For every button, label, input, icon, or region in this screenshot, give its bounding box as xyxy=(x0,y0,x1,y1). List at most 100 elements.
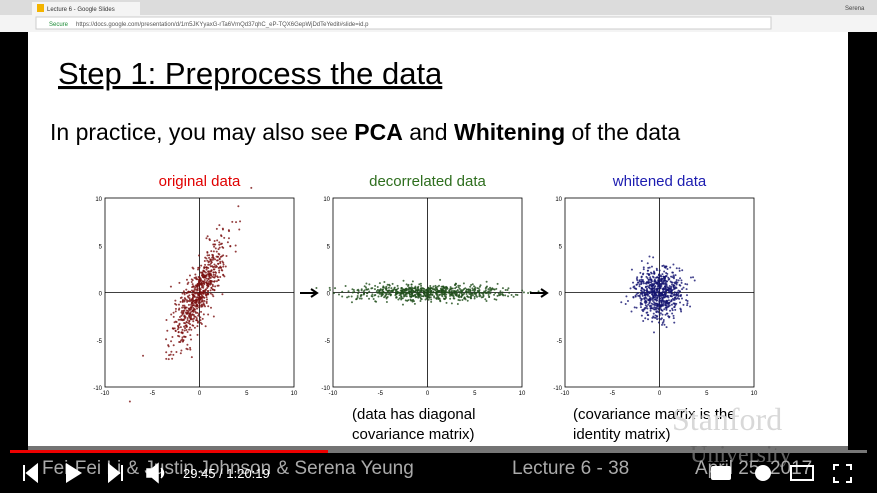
scatter-dot xyxy=(418,294,421,297)
scatter-dot xyxy=(211,265,214,268)
scatter-dot xyxy=(653,303,656,306)
scatter-dot xyxy=(655,269,658,272)
scatter-dot xyxy=(371,287,374,290)
url[interactable]: https://docs.google.com/presentation/d/1… xyxy=(76,22,369,28)
scatter-dot xyxy=(467,290,470,293)
scatter-dot xyxy=(371,293,374,296)
scatter-dot xyxy=(427,289,430,292)
scatter-dot xyxy=(443,298,446,301)
scatter-dot xyxy=(210,269,213,272)
scatter-dot xyxy=(479,284,482,287)
scatter-dot xyxy=(646,281,649,284)
scatter-dot xyxy=(663,276,666,279)
scatter-dot xyxy=(210,286,213,289)
scatter-dot xyxy=(649,271,652,274)
scatter-dot xyxy=(651,287,654,290)
scatter-dot xyxy=(651,299,654,302)
scatter-dot xyxy=(665,300,668,303)
scatter-dot xyxy=(181,292,184,295)
scatter-dot xyxy=(658,273,661,276)
fullscreen-button[interactable] xyxy=(833,464,852,483)
scatter-dot xyxy=(363,289,366,292)
scatter-dot xyxy=(213,280,216,283)
scatter-dot xyxy=(651,320,654,323)
scatter-dot xyxy=(401,297,404,300)
scatter-dot xyxy=(647,273,650,276)
scatter-dot xyxy=(428,296,431,299)
scatter-dot xyxy=(214,273,217,276)
scatter-dot xyxy=(450,302,453,305)
scatter-dot xyxy=(218,241,221,244)
tab[interactable] xyxy=(32,2,140,15)
arrow xyxy=(300,288,319,298)
scatter-dot xyxy=(181,312,184,315)
scatter-dot xyxy=(173,327,176,330)
scatter-dot xyxy=(207,305,210,308)
scatter-dot xyxy=(373,288,376,291)
scatter-dot xyxy=(457,290,460,293)
x-tick-label: 0 xyxy=(658,391,662,397)
scatter-dot xyxy=(653,316,656,319)
scatter-dot xyxy=(424,290,427,293)
plot-title: decorrelated data xyxy=(369,173,486,190)
x-tick-label: 0 xyxy=(198,391,202,397)
address-bar[interactable] xyxy=(35,16,772,30)
scatter-dot xyxy=(212,256,215,259)
scatter-dot xyxy=(638,285,641,288)
settings-button[interactable] xyxy=(755,465,771,481)
scatter-dot xyxy=(188,300,191,303)
scatter-dot xyxy=(212,250,215,253)
progress-track[interactable] xyxy=(10,450,867,453)
scatter-dot xyxy=(458,287,461,290)
tab-title[interactable]: Lecture 6 - Google Slides xyxy=(47,7,115,13)
scatter-dot xyxy=(195,276,198,279)
scatter-dot xyxy=(203,266,206,269)
scatter-dot xyxy=(655,299,658,302)
scatter-dot xyxy=(177,318,180,321)
scatter-dot xyxy=(375,300,378,303)
y-tick-label: 5 xyxy=(559,244,563,250)
scatter-dot xyxy=(493,293,496,296)
scatter-dot xyxy=(512,295,515,298)
scatter-dot xyxy=(213,265,216,268)
scatter-dot xyxy=(473,292,476,295)
scatter-dot xyxy=(495,298,498,301)
progress-played[interactable] xyxy=(10,450,328,453)
scatter-dot xyxy=(408,288,411,291)
scatter-dot xyxy=(386,283,389,286)
theater-button[interactable] xyxy=(790,465,814,481)
scatter-dot xyxy=(192,317,195,320)
caption: covariance matrix) xyxy=(352,426,475,443)
scatter-dot xyxy=(219,262,222,265)
scatter-dot xyxy=(487,293,490,296)
prev-button[interactable] xyxy=(23,462,38,484)
scatter-dot xyxy=(204,305,207,308)
scatter-dot xyxy=(202,269,205,272)
scatter-dot xyxy=(190,278,193,281)
next-button[interactable] xyxy=(108,462,123,484)
captions-button[interactable] xyxy=(711,466,731,480)
scatter-dot xyxy=(207,285,210,288)
user-name[interactable]: Serena xyxy=(845,6,865,12)
scatter-dot xyxy=(202,303,205,306)
scatter-dot xyxy=(208,239,211,242)
play-button[interactable] xyxy=(66,463,82,483)
scatter-dot xyxy=(211,288,214,291)
scatter-dot xyxy=(463,287,466,290)
scatter-dot xyxy=(646,285,649,288)
scatter-dot xyxy=(497,292,500,295)
scatter-dot xyxy=(456,288,459,291)
scatter-dot xyxy=(205,274,208,277)
scatter-dot xyxy=(183,297,186,300)
scatter-dot xyxy=(670,299,673,302)
scatter-dot xyxy=(665,283,668,286)
scatter-dot xyxy=(636,279,639,282)
watermark: Stanford xyxy=(672,401,782,437)
scatter-dot xyxy=(202,289,205,292)
scatter-dot xyxy=(183,300,186,303)
scatter-dot xyxy=(357,289,360,292)
volume-button[interactable] xyxy=(146,462,165,484)
scatter-dot xyxy=(434,289,437,292)
scatter-dot xyxy=(199,316,202,319)
scatter-dot xyxy=(454,283,457,286)
